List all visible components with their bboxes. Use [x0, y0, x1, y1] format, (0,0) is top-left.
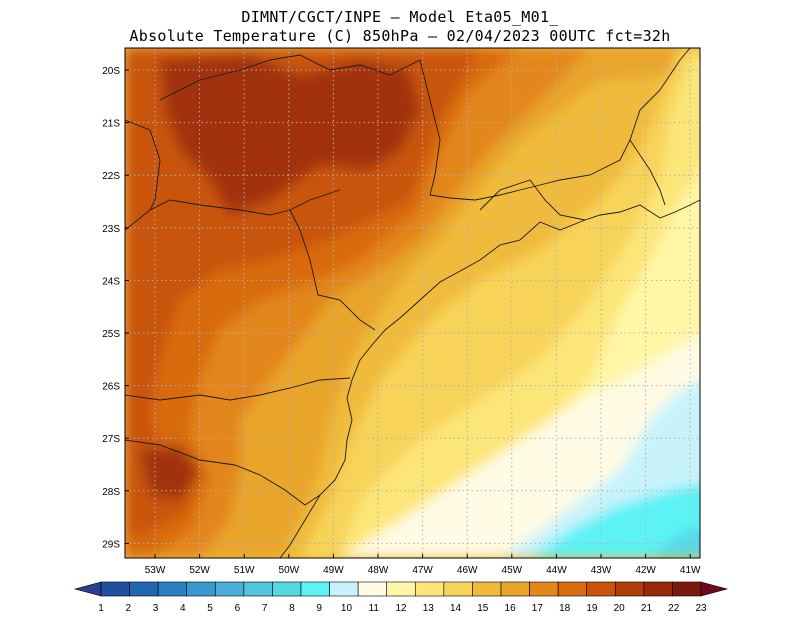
colorbar-label: 8 — [289, 603, 295, 614]
border-mg-rj — [479, 179, 586, 221]
lon-label: 41W — [680, 565, 701, 576]
lat-label: 22S — [102, 171, 120, 182]
lon-label: 52W — [189, 565, 210, 576]
colorbar-segment — [643, 581, 673, 597]
colorbar-segment — [672, 581, 702, 597]
colorbar-label: 6 — [235, 603, 241, 614]
lon-label: 49W — [323, 565, 344, 576]
colorbar: 1 2 3 4 5 6 7 8 9 10 11 12 13 14 15 16 17 18 19 20 21 22 23 — [73, 581, 729, 614]
border-sp-pr — [289, 209, 376, 331]
field-teal — [650, 527, 700, 558]
colorbar-label: 4 — [180, 603, 186, 614]
colorbar-label: 5 — [207, 603, 213, 614]
longitude-axis: 53W 52W 51W 50W 49W 48W 47W 46W 45W 44W 43W 42W 41W — [145, 554, 701, 576]
colorbar-segment — [243, 581, 273, 597]
colorbar-segment — [357, 581, 388, 597]
title-line-1: DIMNT/CGCT/INPE – Model Eta05_M01_ — [241, 8, 559, 26]
temperature-field — [125, 48, 700, 558]
coastline — [279, 199, 700, 558]
graticule — [125, 48, 700, 558]
colorbar-segment — [386, 581, 416, 597]
border-es — [629, 139, 666, 206]
colorbar-segment — [500, 581, 530, 597]
colorbar-segment — [186, 581, 216, 597]
border-pr-sc — [125, 377, 351, 401]
colorbar-segment — [214, 581, 245, 597]
colorbar-segment — [100, 581, 130, 597]
border-ms-mt — [125, 119, 161, 211]
border-mg-sp — [419, 48, 691, 201]
colorbar-label: 22 — [668, 603, 680, 614]
lon-label: 46W — [457, 565, 478, 576]
latitude-axis: 20S 21S 22S 23S 24S 25S 26S 27S 28S 29S — [102, 66, 129, 550]
border-sc-rs — [125, 439, 321, 506]
colorbar-label: 3 — [153, 603, 159, 614]
colorbar-segment — [443, 581, 473, 597]
lon-label: 48W — [368, 565, 389, 576]
lon-label: 50W — [279, 565, 300, 576]
lat-label: 24S — [102, 276, 120, 287]
lon-label: 42W — [635, 565, 656, 576]
colorbar-label: 2 — [125, 603, 131, 614]
lon-label: 51W — [234, 565, 255, 576]
colorbar-segment — [614, 581, 645, 597]
lat-label: 21S — [102, 119, 120, 130]
colorbar-label: 20 — [614, 603, 626, 614]
field-cyan — [530, 484, 700, 558]
colorbar-segment — [414, 581, 445, 597]
colorbar-segment — [529, 581, 559, 597]
colorbar-label: 7 — [262, 603, 268, 614]
colorbar-segment — [472, 581, 502, 597]
lat-label: 23S — [102, 224, 120, 235]
colorbar-label: 16 — [505, 603, 517, 614]
lon-label: 45W — [502, 565, 523, 576]
lon-label: 47W — [412, 565, 433, 576]
colorbar-segment — [300, 581, 330, 597]
lat-label: 29S — [102, 539, 120, 550]
plot-frame — [124, 47, 701, 559]
border-north — [159, 54, 421, 101]
title-line-2: Absolute Temperature (C) 850hPa – 02/04/… — [129, 27, 671, 45]
colorbar-segment — [329, 581, 359, 597]
lat-label: 25S — [102, 329, 120, 340]
border-ms-sp — [125, 189, 341, 231]
colorbar-label: 13 — [423, 603, 435, 614]
lon-label: 44W — [546, 565, 567, 576]
state-borders — [125, 48, 700, 558]
colorbar-label: 15 — [477, 603, 489, 614]
colorbar-label: 10 — [341, 603, 353, 614]
lon-label: 53W — [145, 565, 166, 576]
colorbar-segment — [586, 581, 616, 597]
colorbar-segment — [700, 581, 729, 597]
colorbar-label: 19 — [586, 603, 598, 614]
colorbar-segment — [73, 581, 102, 597]
colorbar-label: 1 — [98, 603, 104, 614]
colorbar-label: 23 — [695, 603, 707, 614]
colorbar-label: 9 — [316, 603, 322, 614]
colorbar-segment — [272, 581, 302, 597]
colorbar-segment — [129, 581, 159, 597]
colorbar-label: 11 — [369, 603, 380, 614]
colorbar-label: 17 — [532, 603, 544, 614]
colorbar-segment — [157, 581, 188, 597]
lon-label: 43W — [591, 565, 612, 576]
lat-label: 26S — [102, 382, 120, 393]
colorbar-segment — [557, 581, 588, 597]
lat-label: 20S — [102, 66, 120, 77]
lat-label: 28S — [102, 487, 120, 498]
colorbar-label: 14 — [450, 603, 462, 614]
colorbar-label: 18 — [559, 603, 571, 614]
colorbar-label: 12 — [395, 603, 407, 614]
colorbar-label: 21 — [641, 603, 653, 614]
lat-label: 27S — [102, 434, 120, 445]
